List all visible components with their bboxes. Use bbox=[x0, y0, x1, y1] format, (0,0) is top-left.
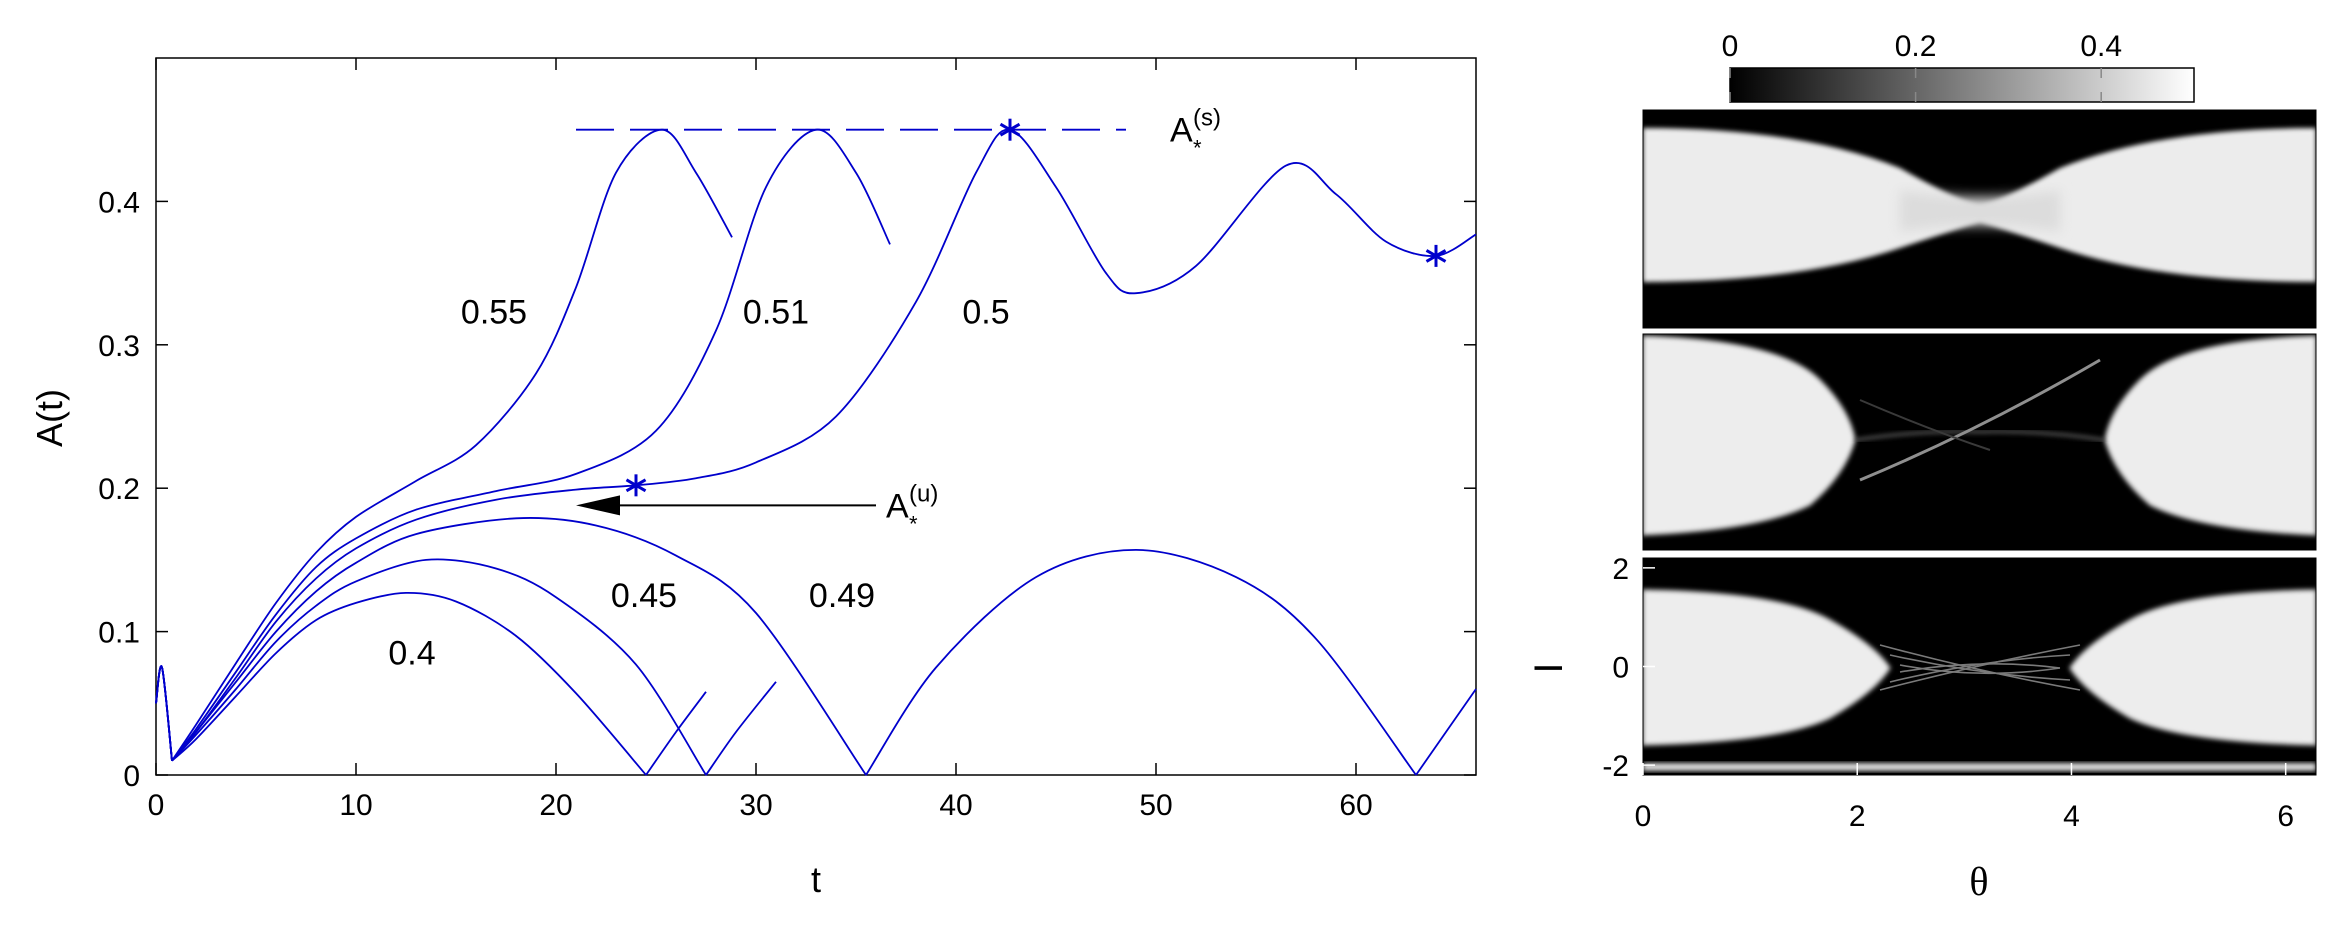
heatmap-x-tick-label: 0 bbox=[1635, 800, 1652, 833]
series-line bbox=[155, 517, 1477, 776]
y-tick-label: 0 bbox=[123, 760, 140, 793]
heatmap-x-axis-label: θ bbox=[1969, 859, 1988, 904]
y-tick-label: 0.4 bbox=[98, 186, 140, 219]
colorbar-gradient bbox=[1729, 67, 2195, 103]
heatmap-x-tick-label: 4 bbox=[2063, 800, 2080, 833]
heatmap-axis-ticks bbox=[1642, 567, 2287, 775]
x-tick-label: 30 bbox=[739, 789, 772, 822]
colorbar: 0 0.2 0.4 bbox=[1722, 30, 2195, 103]
arrow-head bbox=[576, 495, 620, 516]
line-chart: 0.55 0.51 0.50.45 0.490.4A *(s)A *(u) 0 10 20 30… bbox=[29, 57, 1477, 900]
colorbar-tick-label: 0.4 bbox=[2080, 30, 2122, 63]
x-tick-label: 40 bbox=[939, 789, 972, 822]
heatmap-panel-2 bbox=[1643, 334, 2316, 550]
heatmap-y-tick-label: 0 bbox=[1612, 652, 1629, 685]
arrow-label-sub: * bbox=[909, 511, 918, 536]
reference-line-label-sub: * bbox=[1193, 136, 1202, 161]
plot-frame bbox=[155, 57, 1477, 776]
curve-label: 0.5 bbox=[962, 293, 1009, 331]
colorbar-tick-label: 0 bbox=[1722, 30, 1739, 63]
x-tick-label: 60 bbox=[1339, 789, 1372, 822]
heatmap-panel-3 bbox=[1643, 558, 2316, 775]
colorbar-ticks bbox=[1729, 68, 2102, 102]
x-tick-label: 20 bbox=[539, 789, 572, 822]
arrow-label-sup: (u) bbox=[909, 480, 938, 507]
x-tick-label: 50 bbox=[1139, 789, 1172, 822]
heatmap-y-tick-label: -2 bbox=[1602, 750, 1629, 783]
star-stroke bbox=[1425, 249, 1447, 263]
series-line bbox=[155, 591, 707, 776]
series-line bbox=[155, 558, 777, 776]
y-tick-label: 0.2 bbox=[98, 473, 140, 506]
heatmap-panel-1 bbox=[1643, 110, 2316, 328]
series-line bbox=[155, 128, 891, 762]
series-line bbox=[155, 128, 733, 762]
heatmap-tick-labels: 0 2 4 620-2 bbox=[1602, 553, 2294, 833]
curve-label: 0.51 bbox=[743, 293, 809, 331]
arrow-label: A bbox=[886, 487, 909, 525]
reference-line-label: A bbox=[1170, 112, 1193, 150]
x-tick-label: 10 bbox=[339, 789, 372, 822]
x-axis-label: t bbox=[811, 859, 821, 900]
curve-label: 0.45 bbox=[611, 577, 677, 615]
x-tick-label: 0 bbox=[148, 789, 165, 822]
annotations: 0.55 0.51 0.50.45 0.490.4A *(s)A *(u) bbox=[388, 105, 1447, 673]
heatmap-x-tick-label: 2 bbox=[1849, 800, 1866, 833]
star-stroke bbox=[999, 122, 1021, 137]
heatmap-y-axis-label: I bbox=[1527, 662, 1571, 673]
heatmap-chart: 0 0.2 0.4 bbox=[1527, 30, 2317, 904]
colorbar-tick-label: 0.2 bbox=[1895, 30, 1937, 63]
series-line bbox=[155, 128, 1477, 762]
y-tick-label: 0.1 bbox=[98, 617, 140, 650]
curve-label: 0.4 bbox=[388, 635, 435, 673]
reference-line-label-sup: (s) bbox=[1193, 105, 1221, 132]
star-marker bbox=[1425, 244, 1447, 267]
heatmap-y-tick-label: 2 bbox=[1612, 553, 1629, 586]
tick-labels: 0 10 20 30 40 50 60 0 0.1 0.2 0.3 0.4 bbox=[98, 186, 1372, 822]
star-stroke bbox=[625, 478, 647, 493]
colorbar-tick-labels: 0 0.2 0.4 bbox=[1722, 30, 2122, 63]
panel-frame-1 bbox=[1642, 109, 2317, 329]
star-marker bbox=[999, 118, 1021, 141]
y-tick-label: 0.3 bbox=[98, 330, 140, 363]
axis-ticks bbox=[155, 58, 1476, 776]
y-axis-label: A(t) bbox=[29, 389, 70, 447]
series-group bbox=[155, 128, 1477, 776]
curve-label: 0.55 bbox=[461, 293, 527, 331]
heatmap-x-tick-label: 6 bbox=[2277, 800, 2294, 833]
panel-frame-2 bbox=[1642, 333, 2317, 551]
star-marker bbox=[625, 474, 647, 497]
curve-label: 0.49 bbox=[809, 577, 875, 615]
